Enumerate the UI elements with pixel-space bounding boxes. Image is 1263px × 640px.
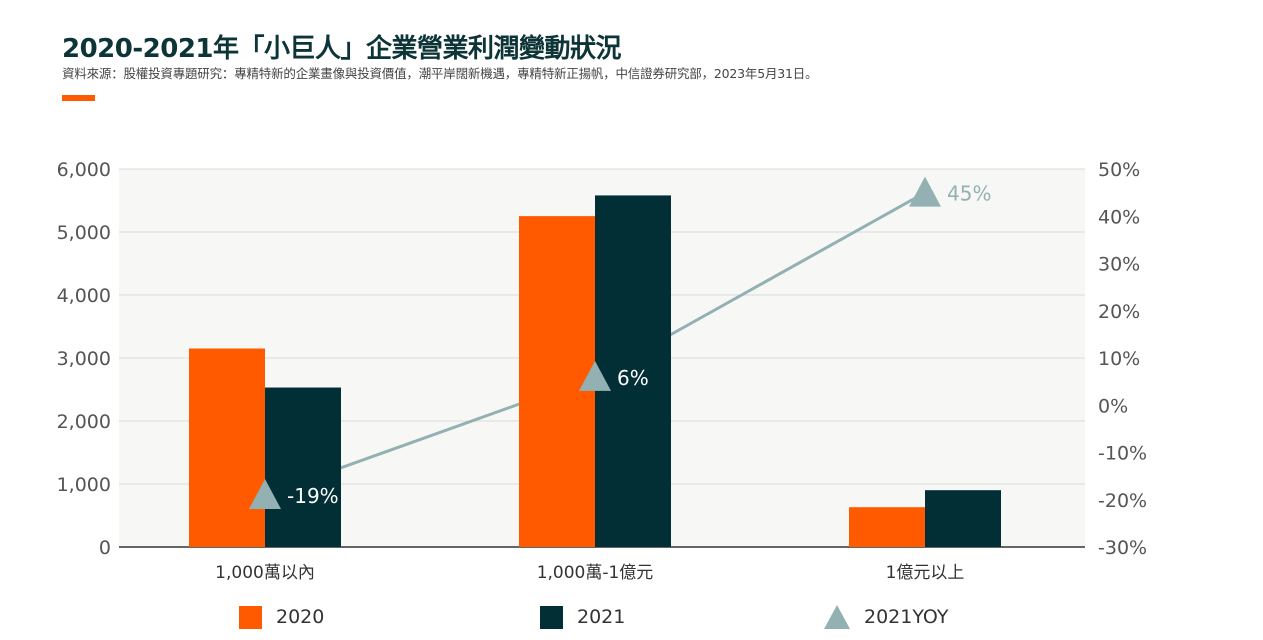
y-left-tick-label: 1,000	[57, 474, 111, 496]
legend-item-2020: 2020	[239, 600, 324, 634]
legend-label-2020: 2020	[276, 606, 325, 628]
y-right-tick-label: -10%	[1098, 443, 1147, 465]
bar-2020-overlay	[189, 348, 265, 547]
legend-triangle-yoy	[824, 605, 850, 629]
y-left-tick-label: 2,000	[57, 411, 111, 433]
bar-2021-overlay	[925, 490, 1001, 547]
combo-chart: 0 1,000 2,000 3,000 4,000 5,000 6,000 -30% -20% -…	[57, 159, 1148, 583]
source-note: 資料來源：股權投資專題研究：專精特新的企業畫像與投資價值，潮平岸闊新機遇，專精特…	[62, 66, 818, 81]
yoy-data-label: -19%	[287, 484, 339, 508]
yoy-marker	[909, 176, 941, 207]
bar-2020-overlay	[849, 507, 925, 547]
x-tick-label: 1,000萬-1億元	[537, 563, 654, 583]
x-tick-label: 1,000萬以內	[215, 563, 315, 583]
legend-item-2021: 2021	[540, 600, 625, 634]
y-right-tick-label: -30%	[1098, 537, 1147, 559]
yoy-data-label: 45%	[947, 182, 991, 206]
legend-label-yoy: 2021YOY	[864, 606, 949, 628]
y-left-tick-label: 0	[99, 537, 111, 559]
y-right-tick-label: 20%	[1098, 301, 1140, 323]
y-right-tick-label: 50%	[1098, 159, 1140, 181]
y-left-tick-label: 3,000	[57, 348, 111, 370]
x-tick-label: 1億元以上	[886, 563, 965, 583]
y-left-tick-label: 4,000	[57, 285, 111, 307]
y-left-tick-label: 6,000	[57, 159, 111, 181]
bar-2021-overlay	[595, 195, 671, 547]
yoy-marker	[249, 479, 281, 510]
y-right-tick-label: 40%	[1098, 206, 1140, 228]
y-right-tick-label: 0%	[1098, 395, 1128, 417]
legend-swatch-2020	[239, 605, 262, 629]
bar-2020-overlay	[519, 216, 595, 547]
legend-item-yoy: 2021YOY	[824, 600, 948, 634]
bar-2021-overlay	[265, 387, 341, 547]
yoy-data-label: 6%	[617, 366, 649, 390]
y-left-tick-label: 5,000	[57, 222, 111, 244]
y-right-tick-label: -20%	[1098, 490, 1147, 512]
legend-label-2021: 2021	[577, 606, 626, 628]
y-right-tick-label: 30%	[1098, 254, 1140, 276]
legend-swatch-2021	[540, 605, 563, 629]
yoy-marker	[579, 360, 611, 391]
page-title: 2020-2021年「小巨人」企業營業利潤變動狀況	[62, 34, 622, 64]
accent-bar	[62, 95, 95, 101]
y-right-tick-label: 10%	[1098, 348, 1140, 370]
